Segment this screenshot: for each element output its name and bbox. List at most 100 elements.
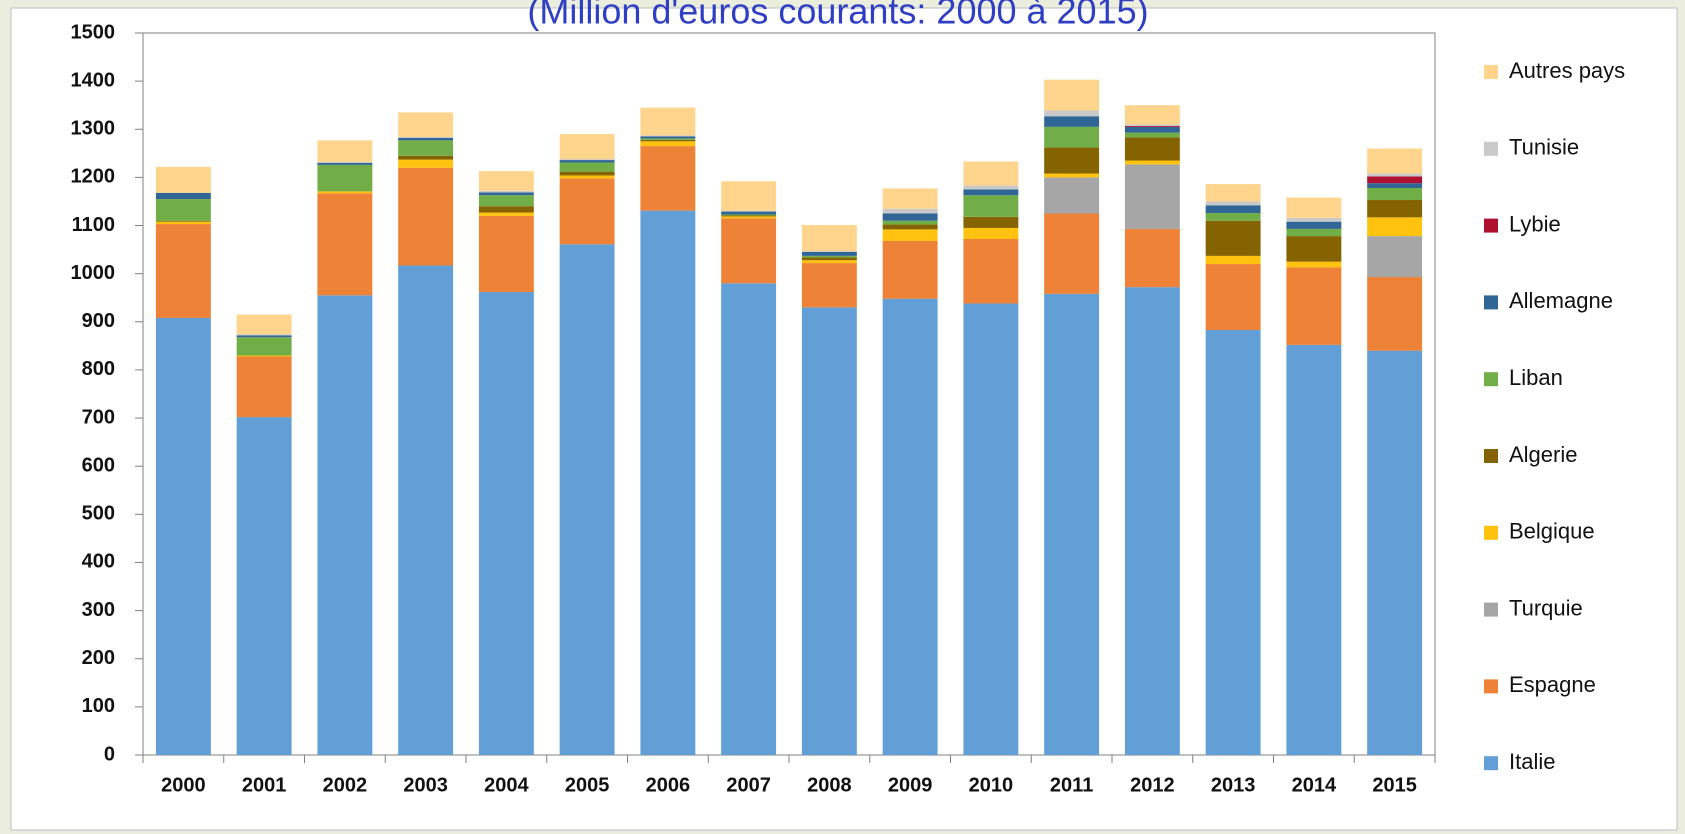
bar-segment — [882, 208, 938, 214]
bar-segment — [963, 216, 1019, 228]
bar-segment — [1205, 329, 1261, 755]
bar-segment — [236, 335, 292, 338]
bar-segment — [721, 214, 777, 216]
bar-segment — [317, 193, 373, 296]
legend-label: Lybie — [1509, 211, 1561, 236]
bar-segment — [1367, 217, 1423, 237]
legend-swatch — [1484, 141, 1498, 156]
x-tick-label: 2002 — [323, 774, 368, 796]
bar-segment — [559, 162, 615, 172]
y-tick-label: 0 — [104, 743, 115, 765]
bar-segment — [317, 140, 373, 162]
bar-segment — [1367, 350, 1423, 755]
bar-segment — [559, 244, 615, 755]
bar-segment — [640, 210, 696, 755]
bar-segment — [1124, 164, 1180, 229]
bar-segment — [721, 211, 777, 215]
legend-swatch — [1484, 449, 1498, 463]
bar-segment — [1367, 187, 1423, 201]
bar-segment — [155, 224, 211, 318]
bar-segment — [1286, 261, 1342, 268]
bar-segment — [478, 212, 534, 216]
bar-segment — [478, 195, 534, 207]
bar-segment — [1124, 287, 1180, 755]
legend-label: Espagne — [1509, 672, 1596, 697]
bar-segment — [155, 221, 211, 225]
bar-segment — [963, 227, 1019, 240]
bar-segment — [1124, 132, 1180, 138]
bar-segment — [1367, 183, 1423, 188]
y-tick-label: 1000 — [71, 262, 116, 284]
bar-segment — [1044, 79, 1100, 111]
bar-segment — [640, 107, 696, 136]
bar-segment — [721, 210, 777, 212]
bar-segment — [963, 195, 1019, 217]
bar-segment — [801, 257, 857, 261]
bar-segment — [882, 213, 938, 221]
bar-segment — [1367, 236, 1423, 278]
bar-segment — [236, 355, 292, 357]
bar-segment — [398, 265, 454, 755]
legend-swatch — [1484, 372, 1498, 387]
x-tick-label: 2000 — [161, 774, 206, 796]
x-tick-label: 2008 — [807, 774, 852, 796]
legend-label: Turquie — [1509, 595, 1583, 620]
y-tick-label: 1200 — [71, 166, 116, 188]
y-tick-label: 900 — [82, 310, 115, 332]
x-tick-label: 2010 — [969, 774, 1014, 796]
bar-segment — [398, 136, 454, 138]
x-tick-label: 2003 — [403, 774, 448, 796]
bar-segment — [1286, 197, 1342, 218]
bar-segment — [1124, 160, 1180, 165]
x-tick-label: 2014 — [1292, 774, 1337, 796]
bar-segment — [155, 220, 211, 222]
legend-swatch — [1484, 218, 1498, 233]
bar-segment — [1044, 110, 1100, 117]
bar-segment — [236, 337, 292, 356]
bar-segment — [155, 192, 211, 200]
y-tick-label: 1100 — [72, 214, 115, 236]
x-tick-label: 2001 — [242, 774, 287, 796]
y-tick-label: 100 — [82, 695, 115, 717]
bar-segment — [236, 356, 292, 418]
y-tick-label: 300 — [82, 599, 115, 621]
bar-segment — [882, 224, 938, 230]
bar-segment — [155, 317, 211, 755]
bar-segment — [478, 171, 534, 191]
bar-segment — [1205, 255, 1261, 265]
bar-segment — [559, 178, 615, 245]
legend-swatch — [1484, 65, 1498, 79]
bar-segment — [882, 298, 938, 755]
legend-swatch — [1484, 525, 1498, 540]
x-tick-label: 2013 — [1211, 774, 1256, 796]
bar-segment — [1286, 344, 1342, 755]
bar-segment — [801, 225, 857, 252]
bar-segment — [882, 240, 938, 299]
bar-segment — [801, 252, 857, 256]
bar-segment — [882, 188, 938, 209]
bar-segment — [1044, 116, 1100, 127]
bar-segment — [1044, 177, 1100, 214]
bar-segment — [1286, 217, 1342, 222]
y-tick-label: 1400 — [71, 69, 116, 91]
bar-segment — [1124, 105, 1180, 125]
legend-swatch — [1484, 602, 1498, 617]
bar-segment — [317, 191, 373, 194]
bar-segment — [398, 155, 454, 160]
bar-segment — [1286, 267, 1342, 345]
bar-segment — [801, 260, 857, 264]
bar-segment — [721, 216, 777, 219]
bar-segment — [398, 167, 454, 266]
bar-segment — [317, 162, 373, 165]
y-tick-label: 600 — [82, 454, 115, 476]
bar-segment — [963, 303, 1019, 755]
bar-segment — [1205, 220, 1261, 256]
bar-segment — [398, 137, 454, 141]
bar-segment — [398, 159, 454, 168]
bar-segment — [398, 112, 454, 137]
bar-segment — [801, 251, 857, 253]
bar-segment — [640, 141, 696, 147]
bar-segment — [1205, 201, 1261, 206]
y-tick-label: 400 — [82, 551, 115, 573]
